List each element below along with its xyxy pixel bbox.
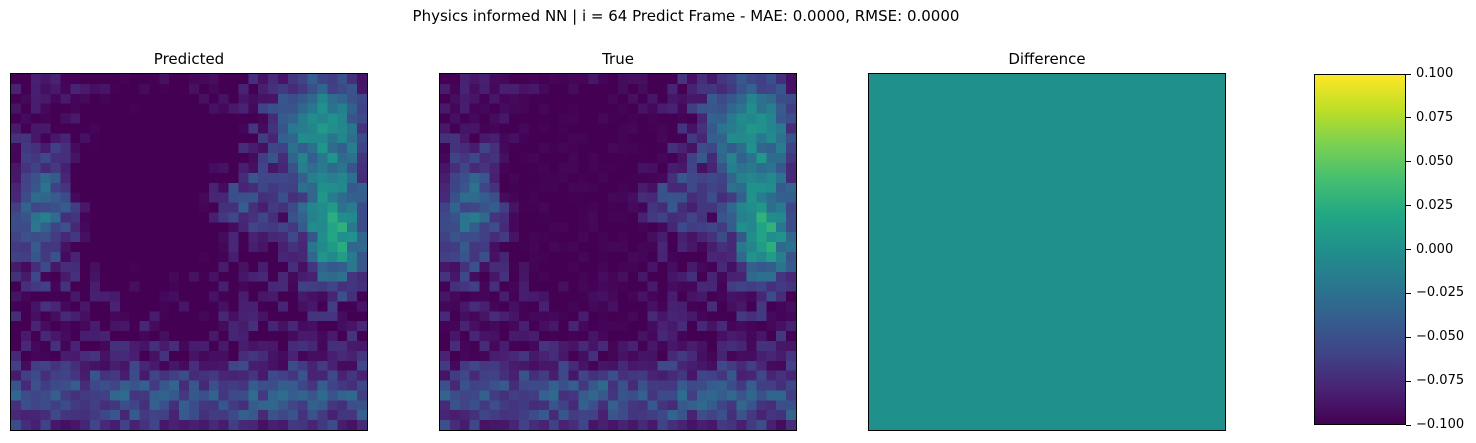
colorbar-tick-label: 0.000 — [1416, 241, 1454, 257]
heatmap-true — [439, 73, 797, 431]
colorbar-tick-label: −0.050 — [1416, 329, 1465, 345]
colorbar-tick-mark — [1406, 249, 1411, 250]
colorbar-tick-mark — [1406, 161, 1411, 163]
colorbar-tick-mark — [1406, 292, 1411, 294]
colorbar-ticks: 0.100 0.075 0.050 0.025 0.000 −0.025 −0.050 −0.… — [1406, 66, 1476, 432]
colorbar-tick-mark — [1406, 205, 1411, 207]
heatmap-difference — [868, 73, 1226, 431]
colorbar-tick-mark — [1406, 424, 1411, 426]
heatmap-predicted-canvas — [11, 74, 367, 430]
figure-suptitle: Physics informed NN | i = 64 Predict Fra… — [412, 7, 960, 25]
colorbar-tick-label: −0.025 — [1416, 285, 1465, 301]
heatmap-true-canvas — [440, 74, 796, 430]
colorbar-tick-label: −0.075 — [1416, 373, 1465, 389]
colorbar-tick-mark — [1406, 336, 1411, 338]
colorbar — [1314, 74, 1406, 425]
colorbar-tick-mark — [1406, 380, 1411, 382]
heatmap-predicted — [10, 73, 368, 431]
colorbar-tick-label: −0.100 — [1416, 417, 1465, 432]
colorbar-tick-mark — [1406, 73, 1411, 75]
panel-title-difference: Difference — [1008, 50, 1086, 68]
colorbar-tick-label: 0.100 — [1416, 66, 1454, 81]
colorbar-tick-label: 0.025 — [1416, 197, 1454, 213]
panel-title-predicted: Predicted — [153, 50, 225, 68]
colorbar-tick-label: 0.050 — [1416, 153, 1454, 169]
panel-title-true: True — [602, 50, 634, 68]
colorbar-tick-label: 0.075 — [1416, 109, 1454, 125]
heatmap-difference-canvas — [869, 74, 1225, 430]
colorbar-tick-mark — [1406, 117, 1411, 119]
